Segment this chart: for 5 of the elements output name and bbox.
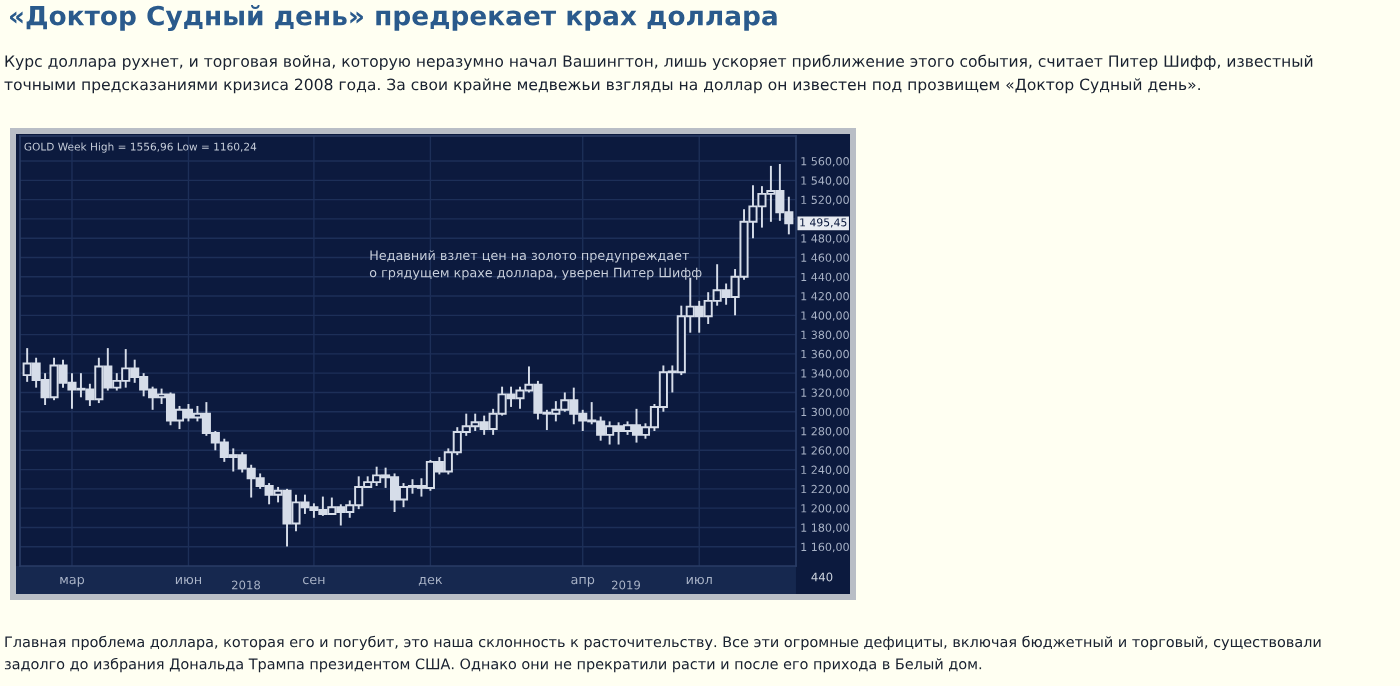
chart-title: «Доктор Судный день» предрекает крах доллара [10, 5, 777, 31]
candlestick [165, 391, 176, 427]
candlestick [631, 407, 642, 444]
candlestick [264, 482, 274, 506]
candlestick [398, 482, 409, 509]
